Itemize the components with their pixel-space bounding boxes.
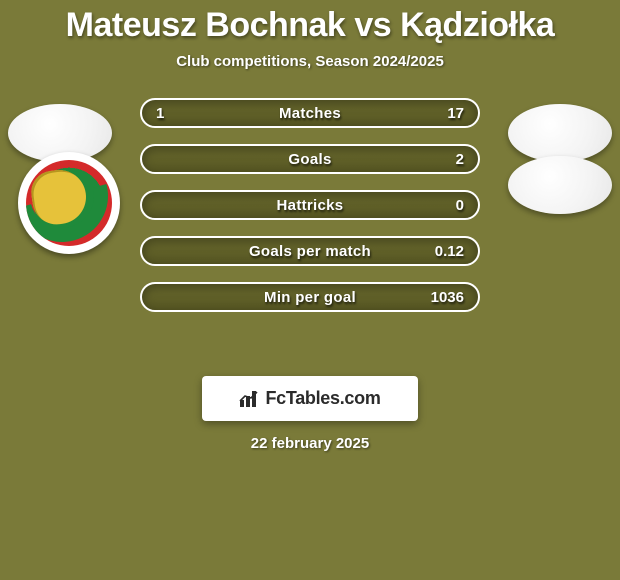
- comparison-stage: 1 Matches 17 Goals 2 Hattricks 0 Goals p…: [0, 98, 620, 358]
- stat-right-value: 17: [447, 100, 464, 126]
- stat-right-value: 0: [456, 192, 464, 218]
- comparison-date: 22 february 2025: [0, 435, 620, 452]
- bar-chart-icon: [239, 390, 259, 408]
- stat-label: Goals per match: [142, 238, 478, 264]
- stat-bar-goals-per-match: Goals per match 0.12: [140, 236, 480, 266]
- player2-photo-placeholder-2: [508, 156, 612, 214]
- player1-club-crest: [18, 152, 120, 254]
- title-player1: Mateusz Bochnak: [66, 6, 346, 44]
- stat-right-value: 2: [456, 146, 464, 172]
- stat-bar-matches: 1 Matches 17: [140, 98, 480, 128]
- branding-badge[interactable]: FcTables.com: [202, 376, 418, 421]
- stat-label: Hattricks: [142, 192, 478, 218]
- comparison-title: Mateusz Bochnak vs Kądziołka: [0, 0, 620, 45]
- stat-label: Min per goal: [142, 284, 478, 310]
- stat-label: Matches: [142, 100, 478, 126]
- comparison-subtitle: Club competitions, Season 2024/2025: [0, 53, 620, 70]
- player2-photo-placeholder-1: [508, 104, 612, 162]
- stat-bar-hattricks: Hattricks 0: [140, 190, 480, 220]
- title-player2: Kądziołka: [400, 6, 554, 44]
- stat-right-value: 0.12: [435, 238, 464, 264]
- stat-bar-min-per-goal: Min per goal 1036: [140, 282, 480, 312]
- stat-label: Goals: [142, 146, 478, 172]
- stat-bars: 1 Matches 17 Goals 2 Hattricks 0 Goals p…: [140, 98, 480, 328]
- branding-text: FcTables.com: [265, 388, 380, 409]
- stat-bar-goals: Goals 2: [140, 144, 480, 174]
- club-crest-graphic: [26, 160, 112, 246]
- title-vs: vs: [354, 6, 391, 44]
- stat-right-value: 1036: [431, 284, 464, 310]
